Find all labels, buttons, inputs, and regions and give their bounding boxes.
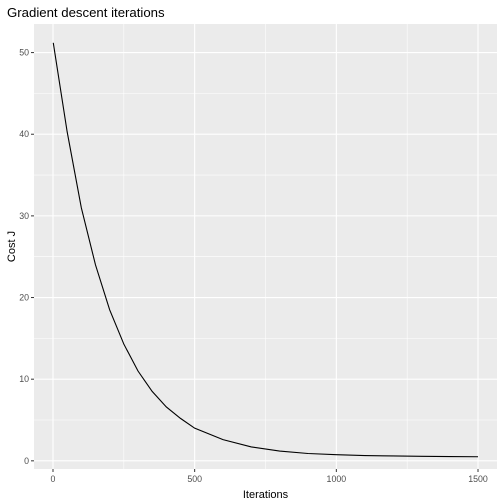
y-tick-label: 10 [19, 374, 29, 384]
y-tick-label: 0 [24, 456, 29, 466]
y-tick-label: 40 [19, 129, 29, 139]
y-axis-title: Cost J [6, 231, 18, 262]
y-tick-label: 30 [19, 211, 29, 221]
chart-title: Gradient descent iterations [7, 5, 165, 20]
y-tick-label: 20 [19, 293, 29, 303]
y-axis: 0 10 20 30 40 50 [19, 48, 34, 466]
x-tick-label: 0 [51, 474, 56, 484]
grid-minor [34, 24, 497, 469]
grid-major [34, 24, 497, 469]
x-axis: 0 500 1000 1500 [51, 469, 488, 484]
x-axis-title: Iterations [243, 489, 289, 501]
x-tick-label: 1500 [468, 474, 488, 484]
series-line [52, 42, 479, 458]
x-tick-label: 500 [187, 474, 202, 484]
y-tick-label: 50 [19, 48, 29, 58]
x-tick-label: 1000 [327, 474, 347, 484]
